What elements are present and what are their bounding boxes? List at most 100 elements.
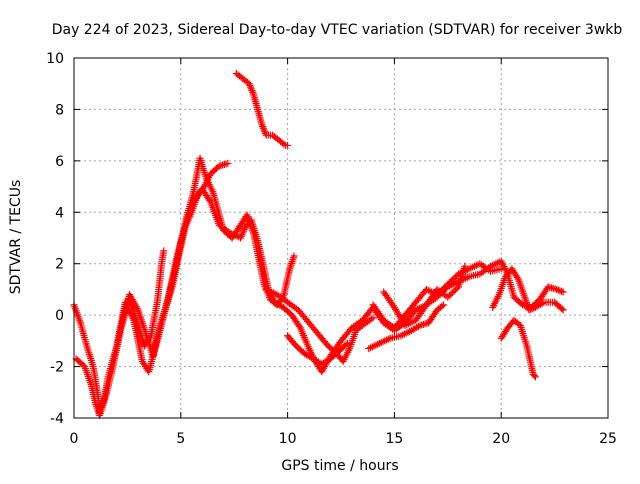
data-point	[369, 314, 377, 322]
grid	[74, 58, 608, 418]
data-point	[287, 261, 295, 269]
data-point	[288, 259, 296, 267]
data-point	[445, 292, 453, 300]
y-axis-label: SDTVAR / TECUs	[8, 180, 24, 295]
data-point	[224, 159, 232, 167]
data-point	[448, 289, 456, 297]
data-point	[379, 315, 387, 323]
series-track-c	[117, 247, 168, 350]
data-point	[258, 121, 266, 129]
y-tick-label: -4	[50, 411, 64, 427]
x-tick-label: 5	[176, 431, 185, 447]
series-track-i	[380, 262, 469, 329]
data-point	[451, 273, 459, 281]
data-point	[553, 285, 561, 293]
data-point	[289, 254, 297, 262]
chart-title: Day 224 of 2023, Sidereal Day-to-day VTE…	[52, 22, 623, 38]
data-point	[445, 279, 453, 287]
data-point	[248, 87, 256, 95]
data-point	[237, 234, 245, 242]
data-point	[497, 265, 505, 273]
series-track-k	[497, 316, 539, 381]
y-tick-label: -2	[50, 360, 64, 376]
y-tick-label: 8	[55, 102, 64, 118]
data-point	[556, 287, 564, 295]
data-point	[343, 339, 351, 347]
y-tick-label: 0	[55, 308, 64, 324]
data-point	[442, 282, 450, 290]
data-point	[528, 305, 536, 313]
data-point	[237, 232, 245, 240]
data-point	[260, 126, 268, 134]
data-point	[525, 306, 533, 314]
y-tick-label: 2	[55, 257, 64, 273]
data-point	[444, 293, 452, 301]
data-point	[453, 284, 461, 292]
data-point	[438, 302, 446, 310]
series-track-e	[232, 69, 292, 149]
data-point	[146, 333, 154, 341]
data-point	[558, 287, 566, 295]
data-point	[530, 304, 538, 312]
series-track-g	[284, 332, 351, 368]
series-track-j	[365, 301, 448, 353]
data-point	[247, 83, 255, 91]
data-point	[447, 277, 455, 285]
data-point	[284, 141, 292, 149]
data-point	[450, 287, 458, 295]
x-tick-label: 0	[70, 431, 79, 447]
data-layer	[70, 69, 567, 419]
plot-frame	[73, 57, 609, 419]
data-point	[259, 123, 267, 131]
data-point	[289, 256, 297, 264]
data-point	[280, 140, 288, 148]
x-axis-label: GPS time / hours	[281, 458, 398, 474]
data-point	[389, 302, 397, 310]
data-point	[559, 288, 567, 296]
data-point	[238, 231, 246, 239]
data-point	[538, 299, 546, 307]
x-tick-label: 10	[279, 431, 297, 447]
data-point	[259, 124, 267, 132]
data-point	[558, 305, 566, 313]
data-point	[447, 290, 455, 298]
x-tick-label: 20	[492, 431, 510, 447]
series-track-l	[489, 265, 567, 314]
y-tick-label: 10	[46, 51, 64, 67]
data-point	[239, 227, 247, 235]
data-point	[261, 128, 269, 136]
data-point	[441, 283, 449, 291]
data-point	[440, 301, 448, 309]
series-track-a	[70, 154, 298, 417]
data-point	[249, 88, 257, 96]
data-point	[513, 273, 521, 281]
y-tick-label: 6	[55, 154, 64, 170]
data-point	[527, 305, 535, 313]
data-point	[444, 280, 452, 288]
data-point	[160, 247, 168, 255]
data-point	[246, 81, 254, 89]
data-point	[554, 286, 562, 294]
data-point	[559, 306, 567, 314]
data-point	[247, 85, 255, 93]
y-tick-label: 4	[55, 205, 64, 221]
x-tick-label: 15	[385, 431, 403, 447]
data-point	[133, 304, 141, 312]
data-point	[450, 274, 458, 282]
data-point	[414, 322, 422, 330]
data-point	[531, 373, 539, 381]
data-point	[245, 80, 253, 88]
data-point	[206, 196, 214, 204]
axis-ticks: 0 5 10 15 20 25 -4 -2 0 2 4 6 8 10	[46, 51, 617, 447]
series-track-d	[149, 159, 232, 355]
data-point	[530, 372, 538, 380]
data-point	[451, 286, 459, 294]
series-track-f	[262, 285, 377, 365]
data-point	[461, 262, 469, 270]
data-point	[342, 341, 350, 349]
data-point	[290, 252, 298, 260]
data-point	[448, 276, 456, 284]
x-tick-label: 25	[599, 431, 617, 447]
